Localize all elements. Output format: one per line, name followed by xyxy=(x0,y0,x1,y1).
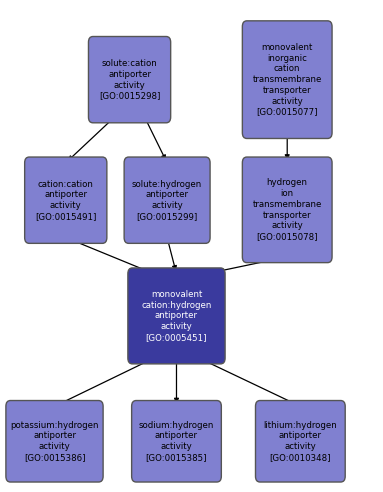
Text: potassium:hydrogen
antiporter
activity
[GO:0015386]: potassium:hydrogen antiporter activity [… xyxy=(10,421,99,462)
Text: hydrogen
ion
transmembrane
transporter
activity
[GO:0015078]: hydrogen ion transmembrane transporter a… xyxy=(252,179,322,241)
Text: solute:cation
antiporter
activity
[GO:0015298]: solute:cation antiporter activity [GO:00… xyxy=(99,59,160,100)
FancyBboxPatch shape xyxy=(88,36,171,123)
FancyBboxPatch shape xyxy=(132,400,221,482)
Text: solute:hydrogen
antiporter
activity
[GO:0015299]: solute:hydrogen antiporter activity [GO:… xyxy=(132,180,202,221)
Text: monovalent
inorganic
cation
transmembrane
transporter
activity
[GO:0015077]: monovalent inorganic cation transmembran… xyxy=(252,43,322,117)
FancyBboxPatch shape xyxy=(242,157,332,263)
Text: sodium:hydrogen
antiporter
activity
[GO:0015385]: sodium:hydrogen antiporter activity [GO:… xyxy=(139,421,214,462)
FancyBboxPatch shape xyxy=(25,157,107,244)
FancyBboxPatch shape xyxy=(124,157,210,244)
FancyBboxPatch shape xyxy=(6,400,103,482)
Text: cation:cation
antiporter
activity
[GO:0015491]: cation:cation antiporter activity [GO:00… xyxy=(35,180,97,221)
Text: monovalent
cation:hydrogen
antiporter
activity
[GO:0005451]: monovalent cation:hydrogen antiporter ac… xyxy=(141,290,212,342)
Text: lithium:hydrogen
antiporter
activity
[GO:0010348]: lithium:hydrogen antiporter activity [GO… xyxy=(264,421,337,462)
FancyBboxPatch shape xyxy=(255,400,345,482)
FancyBboxPatch shape xyxy=(242,21,332,138)
FancyBboxPatch shape xyxy=(128,268,225,364)
